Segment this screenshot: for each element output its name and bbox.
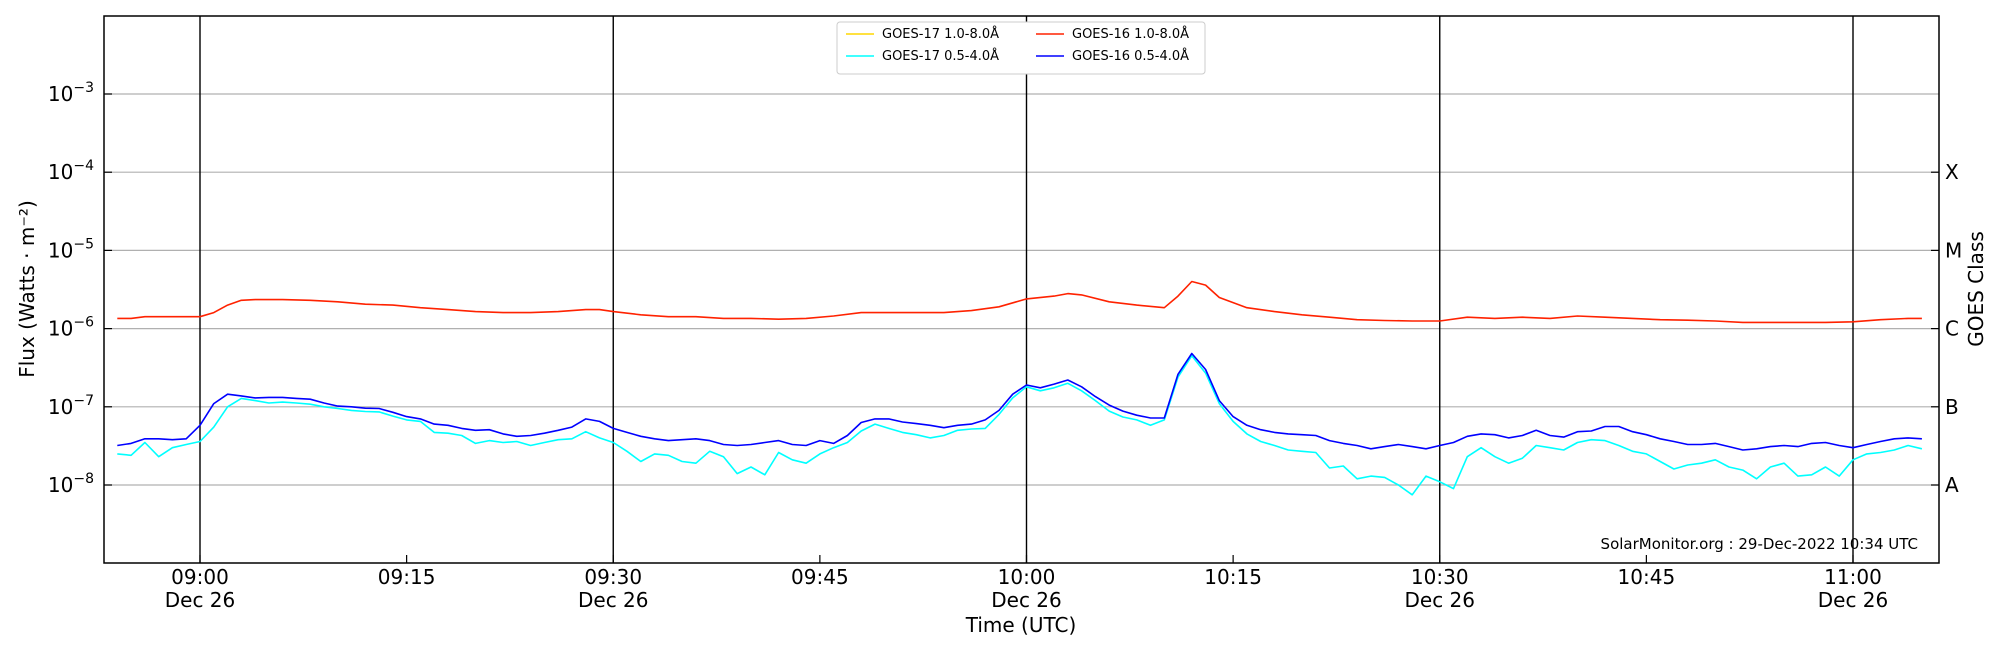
x-tick-date-label: Dec 26 (165, 588, 236, 612)
x-tick-label: 10:00 (998, 565, 1056, 589)
goes-class-label: X (1945, 160, 1959, 184)
goes-class-label: C (1945, 317, 1959, 341)
goes-class-labels: A B C M X (1931, 160, 1962, 497)
y-tick-label: 10−6 (48, 315, 94, 341)
source-credit: SolarMonitor.org : 29-Dec-2022 10:34 UTC (1601, 535, 1918, 553)
x-tick-label: 11:00 (1824, 565, 1882, 589)
y-tick-exponent: −4 (73, 158, 94, 174)
x-tick-label: 09:00 (171, 565, 229, 589)
y-tick-exponent: −5 (73, 236, 94, 252)
horizontal-grid (104, 93, 1939, 486)
y-tick-label: 10−7 (48, 393, 94, 419)
legend-label: GOES-16 1.0-8.0Å (1072, 26, 1189, 42)
y-tick-label: 10−5 (48, 236, 94, 262)
y-tick-exponent: −7 (73, 393, 94, 409)
y-axis-title-main: Flux (Watts · m⁻²) (15, 200, 39, 378)
y-tick-base: 10 (48, 160, 73, 184)
y-tick-base: 10 (48, 82, 73, 106)
x-tick-date-label: Dec 26 (1818, 588, 1889, 612)
series-line (117, 280, 1922, 324)
y-tick-base: 10 (48, 395, 73, 419)
goes-class-axis-title: GOES Class (1964, 231, 1988, 347)
y-tick-label: 10−4 (48, 158, 94, 184)
x-tick-label: 09:30 (584, 565, 642, 589)
y-tick-base: 10 (48, 317, 73, 341)
y-tick-label: 10−3 (48, 80, 94, 106)
x-axis-title: Time (UTC) (965, 613, 1077, 637)
day-marker-lines (199, 16, 1854, 563)
x-tick-date-label: Dec 26 (991, 588, 1062, 612)
y-tick-exponent: −8 (73, 471, 94, 487)
series-line (117, 354, 1923, 496)
x-tick-label: 10:15 (1204, 565, 1262, 589)
goes-class-label: B (1945, 395, 1959, 419)
y-tick-base: 10 (48, 238, 73, 262)
x-tick-date-label: Dec 26 (1404, 588, 1475, 612)
y-tick-exponent: −6 (73, 315, 94, 331)
y-tick-label: 10−8 (48, 471, 94, 497)
x-tick-label: 09:45 (791, 565, 849, 589)
plot-frame (103, 15, 1940, 564)
y-tick-exponent: −3 (73, 80, 94, 96)
y-axis-ticks: 10−810−710−610−510−410−3 (48, 80, 112, 497)
legend-box (836, 21, 1206, 75)
x-tick-label: 10:30 (1411, 565, 1469, 589)
goes-class-label: A (1945, 473, 1959, 497)
y-tick-base: 10 (48, 473, 73, 497)
legend-label: GOES-17 0.5-4.0Å (882, 48, 999, 64)
x-tick-date-label: Dec 26 (578, 588, 649, 612)
x-tick-label: 09:15 (378, 565, 436, 589)
legend: GOES-17 1.0-8.0Å GOES-17 0.5-4.0Å GOES-16 … (836, 21, 1206, 75)
legend-label: GOES-16 0.5-4.0Å (1072, 48, 1189, 64)
series-lines (117, 280, 1923, 496)
x-tick-label: 10:45 (1618, 565, 1676, 589)
goes-class-label: M (1945, 238, 1962, 262)
legend-label: GOES-17 1.0-8.0Å (882, 26, 999, 42)
series-line (117, 352, 1922, 451)
y-axis-title: Flux (Watts · m⁻²) (15, 200, 39, 378)
